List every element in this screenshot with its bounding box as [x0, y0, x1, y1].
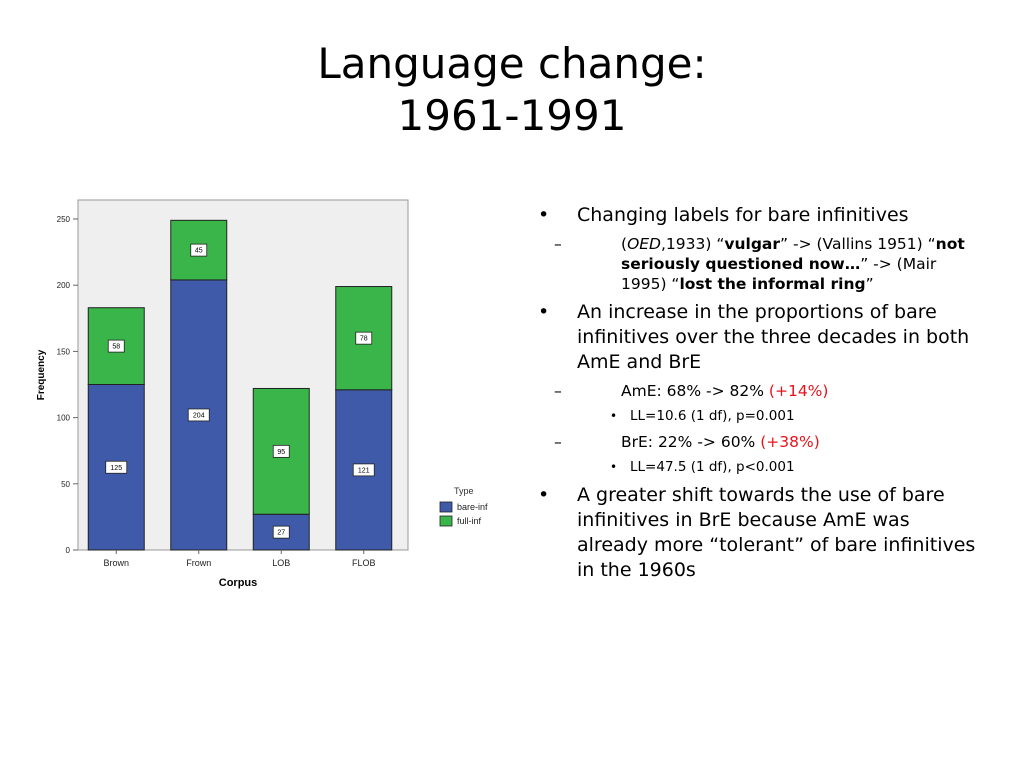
dash-marker: –: [554, 433, 562, 451]
bullet-shift-text: A greater shift towards the use of bare …: [577, 484, 976, 581]
sub-bullet-bre: – BrE: 22% -> 60% (+38%): [554, 432, 978, 452]
ame-change: (+14%): [768, 382, 829, 400]
y-tick-label: 200: [57, 281, 71, 290]
x-tick-label: FLOB: [352, 558, 376, 568]
stacked-bar-chart: 0 50 100 150 200 250 Frequency 125 58 Brown 204 45 F…: [30, 188, 500, 598]
bullet-marker: •: [610, 460, 618, 474]
data-label: 204: [193, 412, 205, 419]
sub-bullet-history: – (OED,1933) “vulgar” -> (Vallins 1951) …: [554, 234, 978, 294]
bullet-marker: •: [610, 409, 618, 423]
sub-bullet-ame: – AmE: 68% -> 82% (+14%): [554, 381, 978, 401]
bullet-increase: • An increase in the proportions of bare…: [538, 300, 978, 375]
legend-label: bare-inf: [457, 502, 488, 512]
y-tick-label: 0: [66, 546, 71, 555]
y-tick-label: 100: [57, 414, 71, 423]
ame-text: AmE: 68% -> 82%: [621, 382, 769, 400]
history-text: (OED,1933) “vulgar” -> (Vallins 1951) “n…: [621, 235, 965, 293]
bullet-labels-text: Changing labels for bare infinitives: [577, 204, 909, 226]
x-tick-label: Frown: [186, 558, 211, 568]
data-label: 45: [195, 248, 203, 255]
data-label-box: [190, 243, 208, 257]
bullet-labels: • Changing labels for bare infinitives: [538, 203, 978, 228]
bullet-increase-text: An increase in the proportions of bare i…: [577, 301, 970, 373]
bullet-marker: •: [538, 484, 550, 506]
y-tick-label: 150: [57, 347, 71, 356]
legend-title: Type: [454, 486, 474, 496]
slide-title: Language change: 1961-1991: [0, 38, 1024, 142]
data-label-box: [272, 444, 290, 458]
data-label: 27: [277, 530, 285, 537]
data-label-box: [272, 525, 290, 539]
data-label: 78: [360, 336, 368, 343]
bullet-shift: • A greater shift towards the use of bar…: [538, 483, 978, 583]
sub-sub-bullet-ame-ll: • LL=10.6 (1 df), p=0.001: [610, 407, 978, 426]
bre-change: (+38%): [760, 433, 820, 451]
dash-marker: –: [554, 235, 562, 253]
data-label-box: [355, 331, 373, 345]
legend-swatch-bare-inf: [439, 501, 453, 513]
y-axis-label: Frequency: [36, 349, 47, 400]
data-label-box: [187, 408, 210, 422]
data-label: 121: [358, 467, 370, 474]
bullet-marker: •: [538, 204, 550, 226]
dash-marker: –: [554, 382, 562, 400]
bre-text: BrE: 22% -> 60%: [621, 433, 761, 451]
data-label-box: [105, 460, 128, 474]
title-line-1: Language change:: [317, 39, 707, 88]
data-label-box: [107, 339, 125, 353]
chart-svg: 0 50 100 150 200 250 Frequency 125 58 Brown 204 45 F…: [36, 199, 488, 589]
legend-label: full-inf: [457, 516, 482, 526]
x-tick-label: Brown: [103, 558, 129, 568]
x-tick-label: LOB: [272, 558, 290, 568]
legend-swatch-full-inf: [439, 515, 453, 527]
bullet-marker: •: [538, 301, 550, 323]
data-label-box: [352, 463, 375, 477]
data-label: 58: [112, 344, 120, 351]
x-axis-label: Corpus: [219, 577, 258, 589]
ame-ll-text: LL=10.6 (1 df), p=0.001: [630, 408, 795, 424]
bullet-list: • Changing labels for bare infinitives –…: [538, 203, 978, 589]
data-label: 95: [277, 449, 285, 456]
sub-sub-bullet-bre-ll: • LL=47.5 (1 df), p<0.001: [610, 458, 978, 477]
data-label: 125: [110, 465, 122, 472]
title-line-2: 1961-1991: [397, 91, 627, 140]
y-tick-label: 250: [57, 215, 71, 224]
bre-ll-text: LL=47.5 (1 df), p<0.001: [630, 459, 795, 475]
y-tick-label: 50: [61, 480, 70, 489]
